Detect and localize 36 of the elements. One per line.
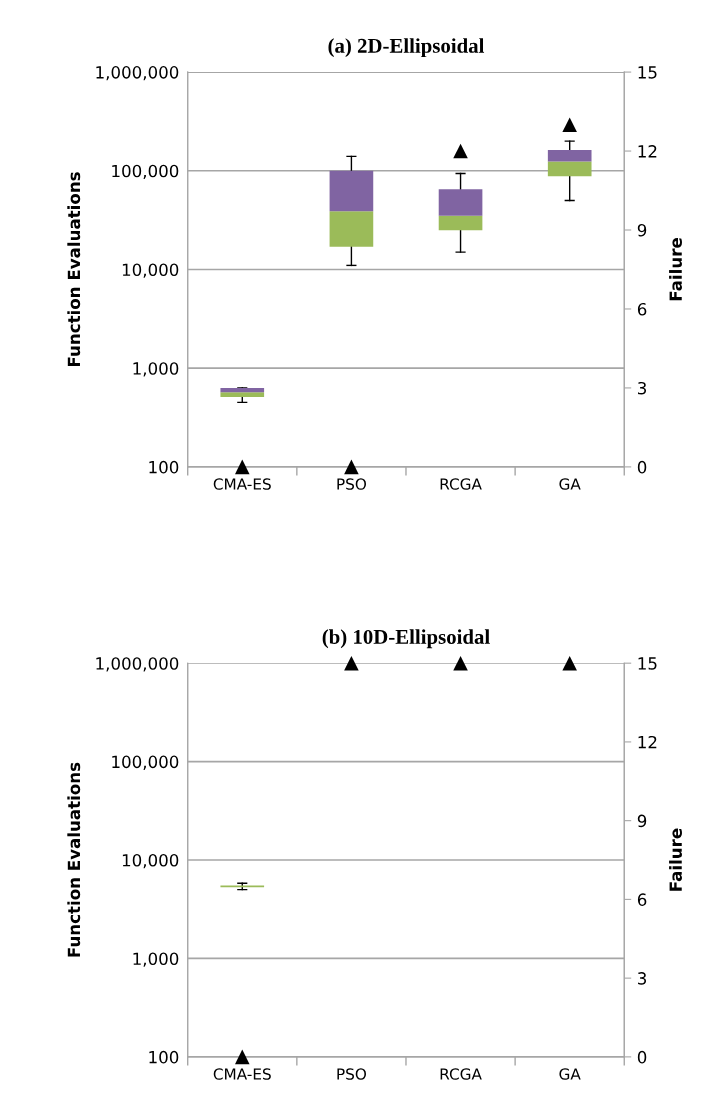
x-tick-label: GA [559,1068,581,1080]
y-axis-title: Function Evaluations [67,762,81,957]
y2-tick-label: 12 [638,145,657,158]
x-tick-label: GA [559,478,581,490]
y2-axis-title: Failure [669,238,682,301]
y-tick-label: 1,000 [133,952,179,967]
y2-tick-label: 9 [637,223,647,237]
y2-tick-label: 15 [638,66,657,79]
chart-title: (a) 2D-Ellipsoidal [328,38,485,58]
x-tick-label: RCGA [440,478,482,490]
y2-tick-label: 0 [637,1050,647,1064]
y2-tick-label: 15 [638,657,657,670]
y-tick-label: 1,000,000 [96,66,179,81]
chart-title: (b) 10D-Ellipsoidal [322,629,490,649]
y-tick-label: 1,000,000 [96,657,179,672]
y2-tick-label: 12 [638,735,657,749]
y2-tick-label: 9 [637,814,647,828]
x-tick-label: PSO [337,478,367,490]
y2-axis-title: Failure [669,828,682,891]
y2-tick-label: 0 [637,460,647,474]
y-tick-label: 1,000 [133,362,179,377]
y2-tick-label: 6 [637,893,647,906]
y-tick-label: 100 [149,460,179,474]
x-tick-label: RCGA [440,1068,482,1080]
y2-tick-label: 3 [638,972,647,985]
x-tick-label: CMA-ES [213,1068,271,1080]
y-tick-label: 100 [149,1050,179,1064]
x-tick-label: CMA-ES [213,478,271,490]
y-axis-title: Function Evaluations [67,172,81,367]
y-tick-label: 100,000 [112,755,179,770]
y-tick-label: 100,000 [112,164,179,180]
y-tick-label: 10,000 [122,263,179,278]
y2-tick-label: 6 [637,302,647,316]
y-tick-label: 10,000 [122,853,179,869]
x-tick-label: PSO [337,1068,367,1080]
y2-tick-label: 3 [638,381,647,395]
